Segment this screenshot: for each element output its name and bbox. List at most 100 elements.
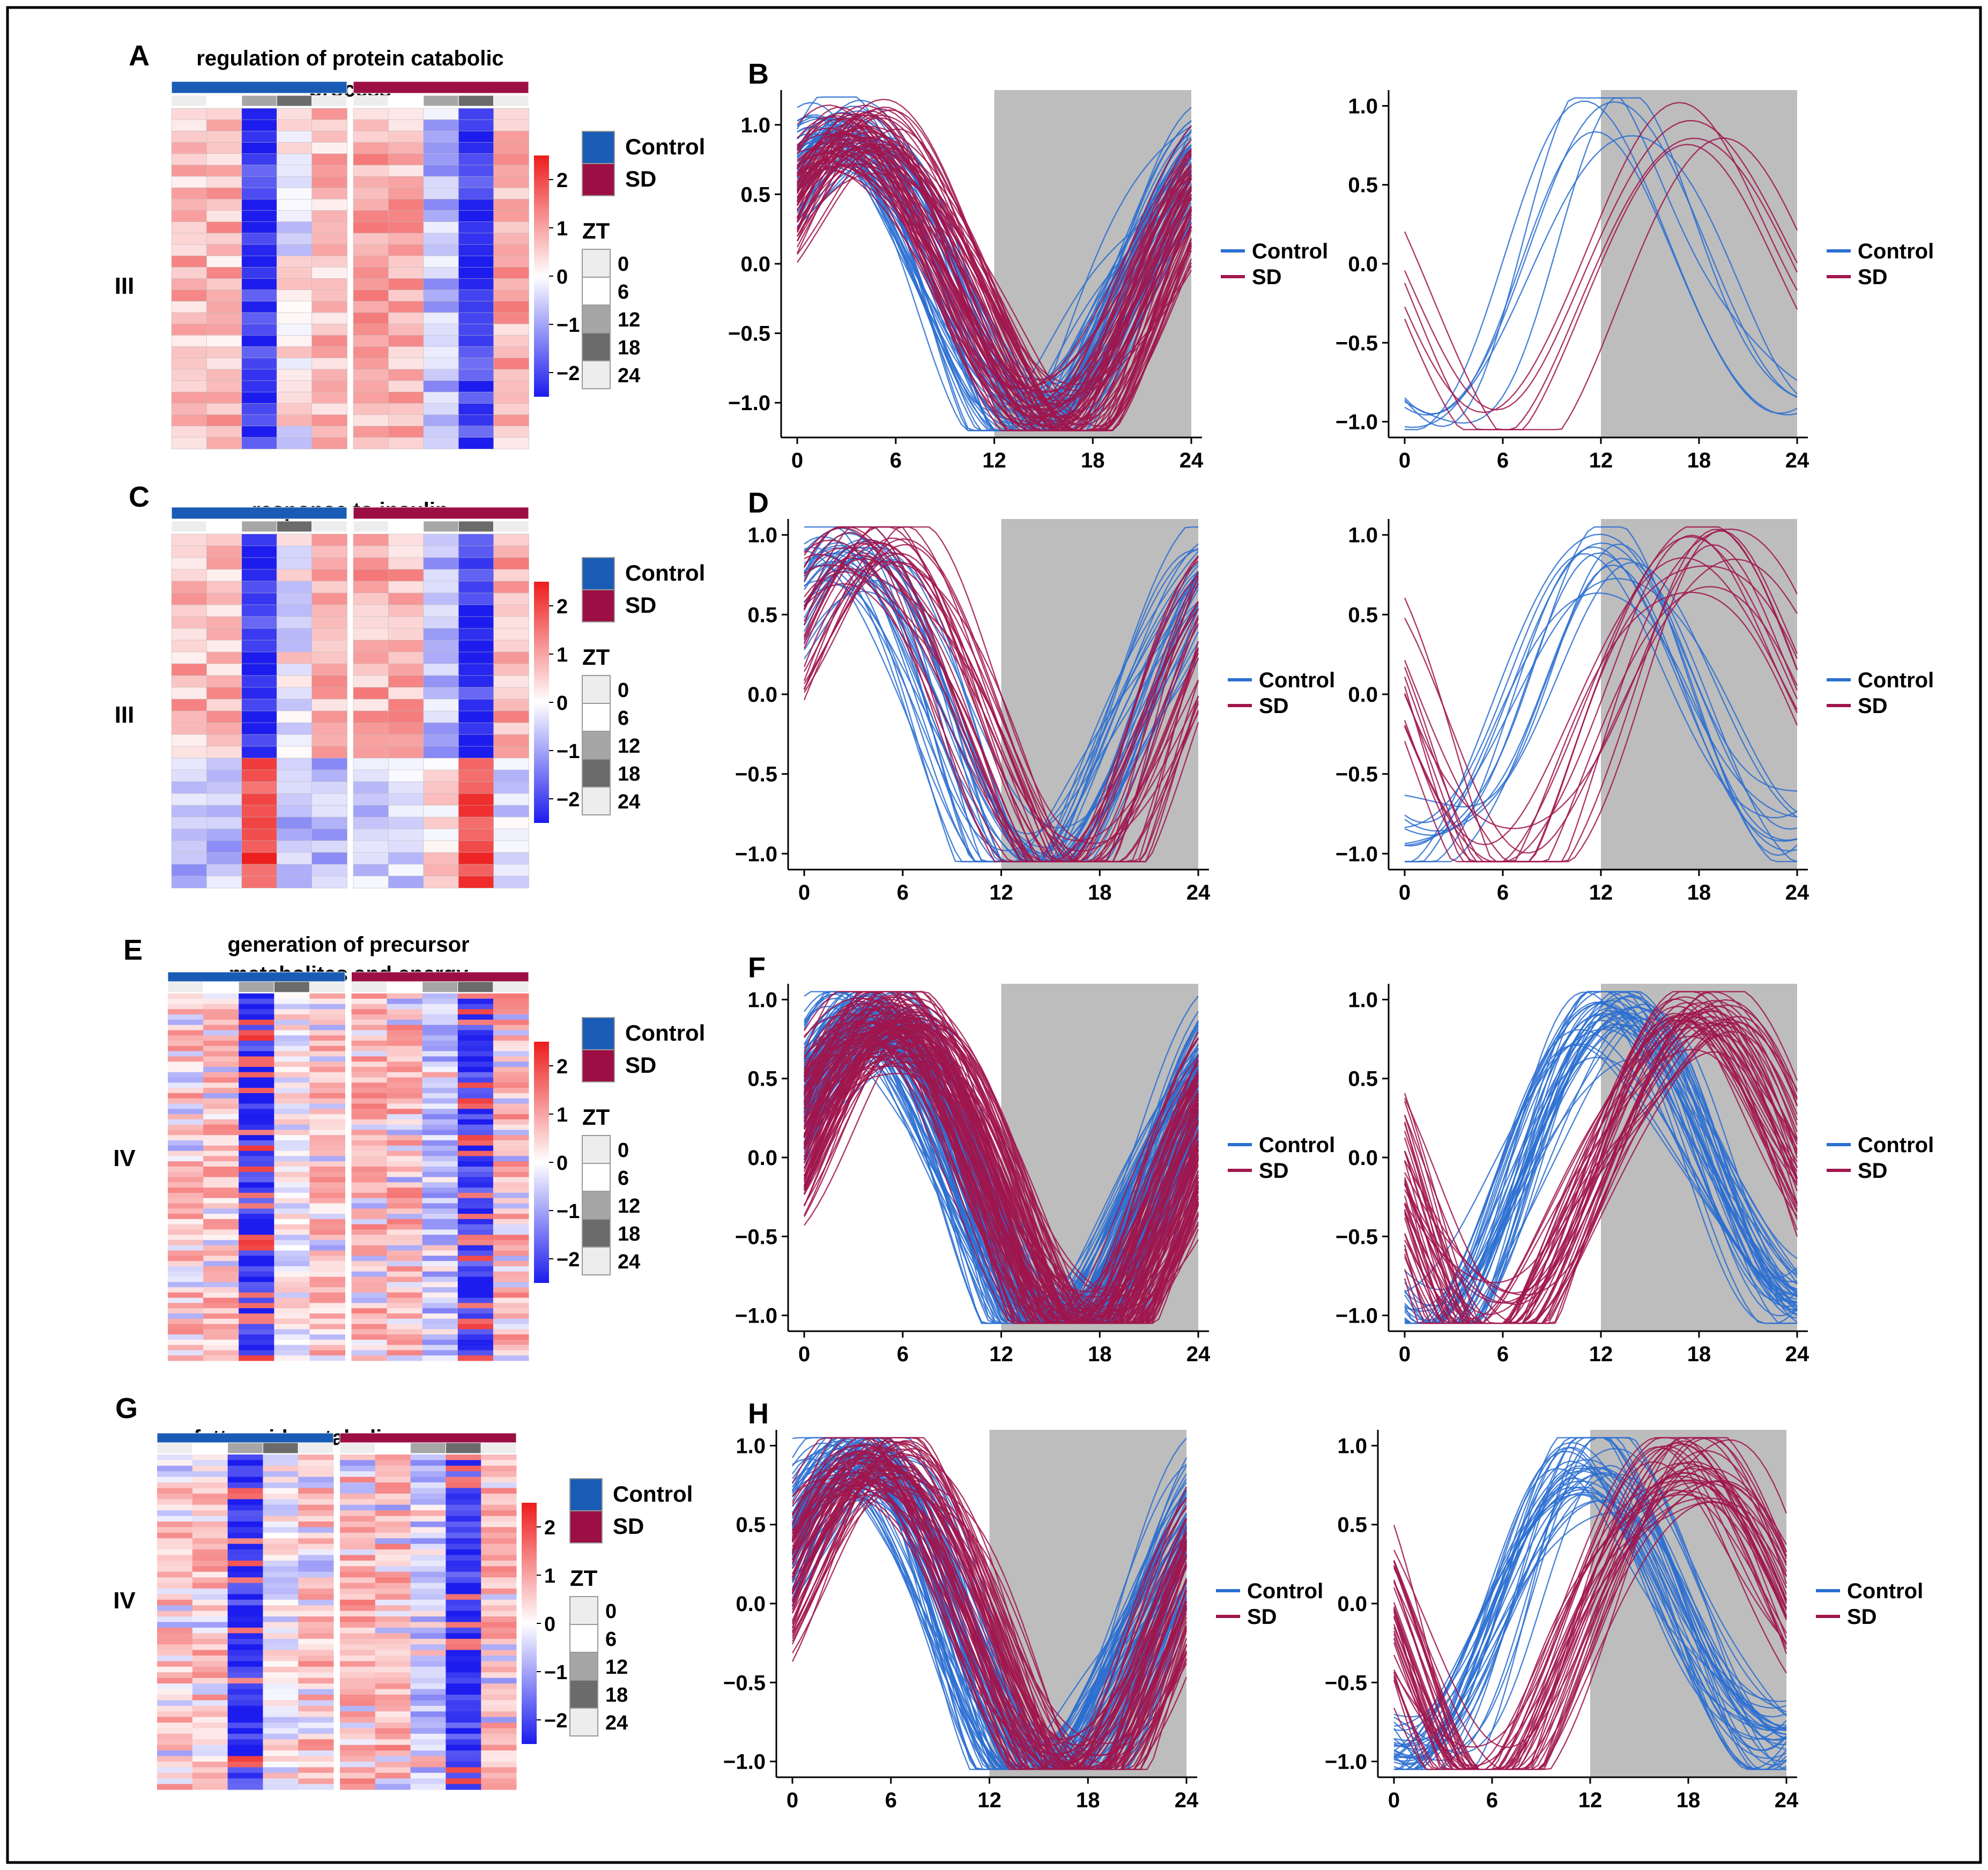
heatmap-cell: [309, 1198, 345, 1204]
heatmap-cell: [168, 1135, 204, 1141]
heatmap-cell: [274, 1014, 310, 1020]
y-tick-label: −0.5: [728, 322, 770, 346]
heatmap-cell: [457, 1208, 494, 1214]
y-tick-label: −0.5: [1336, 1225, 1378, 1249]
heatmap-cell: [241, 244, 277, 256]
heatmap-cell: [481, 1589, 517, 1594]
y-tick-label: 0.5: [736, 1513, 766, 1537]
heatmap-cell: [239, 1350, 275, 1356]
heatmap-cell: [192, 1756, 228, 1762]
curve-control: [791, 1448, 1188, 1770]
heatmap-cell: [423, 119, 459, 132]
zt-bar-cell: [388, 95, 424, 107]
heatmap-cell: [493, 1308, 529, 1314]
scale-tick-label: 0: [544, 1613, 555, 1636]
heatmap-cell: [410, 1638, 446, 1645]
heatmap-cell: [410, 1678, 446, 1684]
heatmap-cell: [423, 769, 459, 782]
heatmap-cell: [239, 1098, 275, 1104]
curve-sd: [796, 113, 1192, 392]
heatmap-cell: [157, 1745, 193, 1751]
heatmap-cell: [481, 1633, 517, 1639]
heatmap-cell: [387, 1119, 423, 1125]
heatmap-cell: [375, 1761, 411, 1768]
heatmap-cell: [446, 1599, 481, 1606]
heatmap-cell: [206, 119, 242, 132]
heatmap-cell: [168, 1103, 204, 1109]
legend-swatch-control: [582, 1017, 615, 1050]
heatmap-cell: [423, 592, 459, 605]
heatmap-cell: [423, 781, 459, 794]
heatmap-cell: [387, 1208, 423, 1214]
heatmap-cell: [203, 1014, 239, 1020]
scale-tick-label: −1: [544, 1661, 567, 1684]
heatmap-cell: [388, 278, 424, 291]
heatmap-cell: [311, 278, 347, 291]
curve-sd: [797, 116, 1192, 432]
heatmap-cell: [481, 1700, 517, 1706]
heatmap-cell: [171, 119, 207, 132]
heatmap-cell: [227, 1694, 263, 1701]
curve-sd: [1404, 530, 1798, 863]
heatmap-cell: [263, 1728, 299, 1734]
heatmap-cell: [481, 1644, 517, 1651]
heatmap-cell: [375, 1493, 411, 1500]
heatmap-cell: [241, 346, 277, 359]
heatmap-cell: [375, 1510, 411, 1517]
heatmap-cell: [353, 244, 389, 256]
heatmap-cell: [274, 1030, 310, 1036]
heatmap-cell: [375, 1538, 411, 1545]
heatmap-cell: [171, 221, 207, 234]
heatmap-cell: [263, 1656, 299, 1661]
heatmap-cell: [206, 864, 242, 877]
zt-label: 0: [618, 253, 629, 276]
heatmap-cell: [203, 1245, 239, 1251]
heatmap-control: [168, 993, 345, 1361]
heatmap-cell: [241, 581, 277, 593]
heatmap-cell: [227, 1650, 263, 1656]
heatmap-cell: [340, 1549, 376, 1555]
heatmap-cell: [458, 852, 494, 865]
heatmap-cell: [263, 1616, 299, 1622]
curve-control: [804, 565, 1199, 863]
heatmap-cell: [387, 1324, 423, 1330]
heatmap-cell: [311, 301, 347, 313]
heatmap-cell: [263, 1594, 299, 1600]
heatmap-cell: [457, 1009, 494, 1015]
heatmap-cell: [481, 1678, 517, 1684]
heatmap-cell: [375, 1694, 411, 1701]
heatmap-cell: [493, 1161, 529, 1167]
heatmap-cell: [192, 1705, 228, 1712]
heatmap-cell: [298, 1683, 334, 1689]
heatmap-cell: [309, 1313, 345, 1319]
heatmap-cell: [241, 426, 277, 438]
curve-sd: [1404, 565, 1798, 863]
heatmap-cell: [276, 581, 313, 593]
heatmap-cell: [298, 1784, 334, 1790]
curve-sd: [803, 561, 1199, 863]
heatmap-cell: [203, 1313, 239, 1319]
heatmap-cell: [481, 1571, 517, 1578]
curve-sd: [791, 1437, 1188, 1770]
heatmap-cell: [422, 1339, 458, 1346]
heatmap-cell: [458, 369, 494, 381]
heatmap-cell: [457, 1266, 494, 1272]
curve-control: [1404, 542, 1798, 847]
heatmap-cell: [375, 1723, 411, 1728]
x-tick-label: 0: [787, 1789, 798, 1812]
heatmap-cell: [340, 1476, 376, 1483]
heatmap-cell: [458, 199, 494, 211]
heatmap-cell: [171, 187, 207, 200]
heatmap-cell: [192, 1527, 228, 1533]
curve-sd: [797, 152, 1192, 409]
heatmap-cell: [388, 380, 424, 392]
heatmap-cell: [206, 312, 242, 324]
heatmap-cell: [239, 1151, 275, 1156]
heatmap-cell: [203, 1103, 239, 1109]
heatmap-cell: [388, 131, 424, 143]
heatmap-cell: [422, 1250, 458, 1256]
heatmap-cell: [375, 1678, 411, 1684]
heatmap-cell: [311, 651, 347, 664]
heatmap-cell: [387, 1266, 423, 1272]
heatmap-cell: [387, 1192, 423, 1199]
